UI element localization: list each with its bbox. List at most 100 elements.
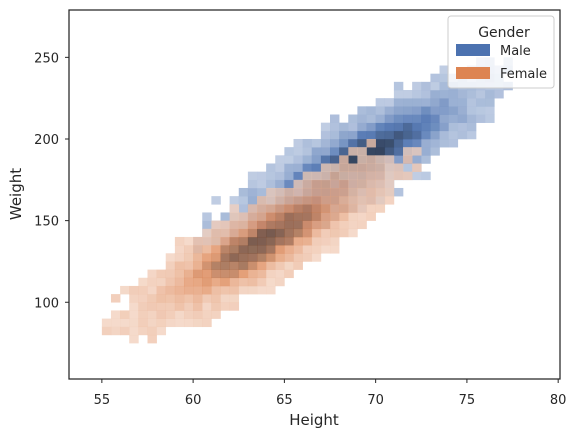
male-bin	[384, 130, 395, 140]
male-bin	[284, 147, 294, 156]
female-bin	[147, 326, 157, 336]
y-tick-label: 150	[34, 215, 59, 230]
female-bin	[357, 220, 367, 230]
female-bin	[193, 302, 203, 311]
female-bin	[366, 138, 376, 148]
female-bin	[165, 269, 176, 279]
female-bin	[348, 187, 358, 197]
male-bin	[466, 122, 477, 132]
female-bin	[110, 318, 121, 328]
male-bin	[330, 155, 340, 164]
female-bin	[220, 228, 230, 238]
male-bin	[412, 81, 422, 91]
x-tick-label: 75	[459, 393, 476, 408]
female-bin	[330, 220, 340, 230]
male-bin	[457, 122, 468, 132]
female-bin	[302, 220, 313, 230]
male-bin	[357, 106, 367, 115]
female-bin	[120, 310, 130, 319]
male-bin	[466, 90, 477, 99]
male-bin	[439, 65, 449, 74]
female-bin	[247, 261, 258, 270]
female-bin	[147, 318, 157, 328]
female-bin	[165, 294, 176, 303]
female-bin	[375, 163, 386, 172]
female-bin	[174, 261, 185, 270]
female-bin	[229, 294, 240, 303]
female-bin	[339, 204, 349, 213]
x-tick-label: 70	[367, 393, 384, 408]
female-bin	[348, 204, 358, 213]
female-bin	[302, 196, 313, 205]
male-bin	[247, 179, 258, 189]
female-bin	[375, 196, 386, 205]
female-bin	[138, 310, 148, 319]
male-bin	[384, 114, 395, 123]
female-bin	[202, 261, 212, 270]
female-bin	[366, 212, 376, 221]
male-bin	[339, 122, 349, 132]
female-bin	[174, 310, 185, 319]
female-bin	[311, 236, 322, 246]
female-bin	[384, 187, 395, 197]
male-bin	[293, 147, 303, 156]
male-bin	[476, 106, 486, 115]
male-bin	[202, 212, 212, 221]
female-bin	[339, 187, 349, 197]
female-bin	[302, 179, 313, 189]
male-bin	[448, 90, 459, 99]
female-bin	[138, 277, 148, 287]
female-bin	[257, 269, 267, 279]
male-bin	[439, 81, 449, 91]
female-bin	[211, 269, 221, 279]
female-bin	[403, 171, 413, 181]
female-bin	[284, 204, 294, 213]
male-bin	[320, 138, 331, 148]
female-bin	[202, 310, 212, 319]
male-bin	[448, 106, 459, 115]
female-bin	[311, 196, 322, 205]
female-bin	[101, 326, 112, 336]
female-bin	[193, 269, 203, 279]
male-bin	[412, 155, 422, 164]
male-bin	[412, 98, 422, 107]
male-bin	[339, 147, 349, 156]
female-bin	[183, 318, 194, 328]
female-bin	[339, 163, 349, 172]
female-bin	[293, 253, 303, 262]
male-bin	[266, 171, 276, 181]
female-bin	[393, 163, 404, 172]
female-bin	[220, 245, 230, 254]
male-bin	[421, 171, 431, 181]
female-bin	[311, 245, 322, 254]
female-bin	[211, 228, 221, 238]
female-bin	[165, 285, 176, 295]
female-bin	[302, 228, 313, 238]
female-bin	[193, 261, 203, 270]
female-bin	[357, 171, 367, 181]
male-bin	[430, 98, 440, 107]
y-axis-ticks: 100 150 200 250	[34, 51, 69, 311]
male-bin	[284, 171, 294, 181]
legend-label-male: Male	[500, 44, 531, 59]
female-bin	[330, 163, 340, 172]
female-bin	[220, 236, 230, 246]
male-bin	[421, 98, 431, 107]
male-bin	[421, 81, 431, 91]
female-bin	[357, 163, 367, 172]
female-bin	[339, 171, 349, 181]
female-bin	[165, 277, 176, 287]
male-bin	[375, 106, 386, 115]
female-bin	[330, 187, 340, 197]
y-axis-label: Weight	[7, 168, 25, 220]
female-bin	[302, 245, 313, 254]
male-bin	[430, 81, 440, 91]
female-bin	[275, 245, 285, 254]
female-bin	[193, 285, 203, 295]
female-bin	[174, 253, 185, 262]
female-bin	[384, 171, 395, 181]
female-bin	[311, 187, 322, 197]
female-bin	[330, 228, 340, 238]
male-bin	[421, 130, 431, 140]
